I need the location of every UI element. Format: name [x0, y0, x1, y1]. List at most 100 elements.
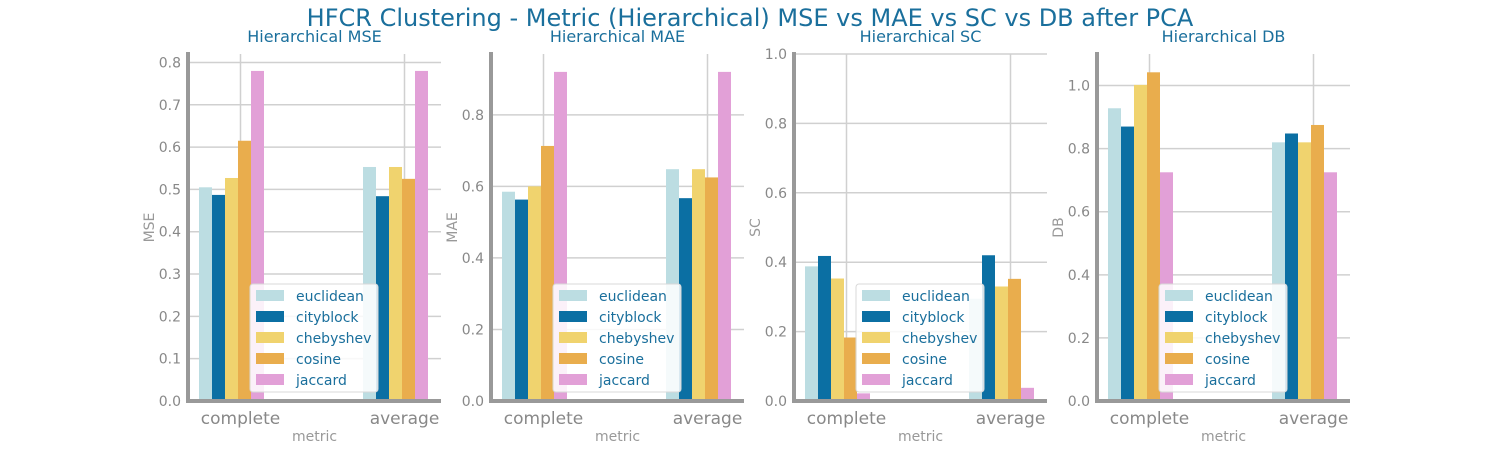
- legend-swatch-euclidean: [256, 290, 284, 301]
- legend-swatch-cityblock: [256, 311, 284, 322]
- bar-chebyshev-complete: [1134, 84, 1147, 401]
- x-axis-label: metric: [898, 429, 943, 445]
- bar-cityblock-complete: [1121, 126, 1134, 402]
- bar-euclidean-complete: [502, 191, 515, 401]
- y-tick-label: 0.2: [159, 309, 181, 325]
- legend-swatch-jaccard: [256, 374, 284, 385]
- legend-swatch-cosine: [256, 353, 284, 364]
- legend-swatch-jaccard: [862, 374, 890, 385]
- bar-cosine-average: [402, 178, 415, 401]
- legend-swatch-euclidean: [1165, 290, 1193, 301]
- legend-label-euclidean: euclidean: [296, 289, 364, 305]
- legend-label-cosine: cosine: [1205, 352, 1250, 368]
- bar-cosine-complete: [844, 337, 857, 401]
- bar-cityblock-complete: [515, 199, 528, 401]
- y-tick-label: 0.2: [462, 322, 484, 338]
- x-tick-label: average: [1279, 409, 1349, 429]
- legend-label-cityblock: cityblock: [296, 310, 359, 326]
- x-axis-label: metric: [292, 429, 337, 445]
- y-tick-label: 0.6: [765, 186, 787, 202]
- x-axis-label: metric: [595, 429, 640, 445]
- y-tick-label: 1.0: [1068, 79, 1090, 95]
- legend-label-jaccard: jaccard: [598, 373, 650, 389]
- legend-label-euclidean: euclidean: [599, 289, 667, 305]
- legend-label-chebyshev: chebyshev: [599, 331, 674, 347]
- x-tick-label: average: [976, 409, 1046, 429]
- bar-euclidean-complete: [805, 266, 818, 401]
- y-axis-label: MSE: [142, 213, 158, 243]
- legend-swatch-jaccard: [1165, 374, 1193, 385]
- legend-label-euclidean: euclidean: [902, 289, 970, 305]
- panel-title: Hierarchical MAE: [550, 27, 685, 46]
- y-axis-label: MAE: [445, 212, 461, 243]
- y-tick-label: 0.2: [1068, 331, 1090, 347]
- y-tick-label: 0.3: [159, 267, 181, 283]
- legend-swatch-chebyshev: [559, 332, 587, 343]
- legend-label-jaccard: jaccard: [295, 373, 347, 389]
- bar-chebyshev-average: [389, 166, 402, 401]
- legend-label-cosine: cosine: [296, 352, 341, 368]
- bar-cityblock-average: [376, 196, 389, 401]
- y-tick-label: 1.0: [765, 47, 787, 63]
- y-tick-label: 0.6: [1068, 205, 1090, 221]
- legend-label-cityblock: cityblock: [599, 310, 662, 326]
- y-tick-label: 0.7: [159, 98, 181, 114]
- legend-swatch-chebyshev: [1165, 332, 1193, 343]
- y-tick-label: 0.8: [462, 108, 484, 124]
- x-tick-label: complete: [807, 409, 886, 429]
- bar-cityblock-average: [1285, 133, 1298, 401]
- legend-swatch-chebyshev: [256, 332, 284, 343]
- y-tick-label: 0.1: [159, 352, 181, 368]
- bar-cityblock-average: [982, 255, 995, 401]
- x-tick-label: complete: [201, 409, 280, 429]
- y-tick-label: 0.8: [765, 116, 787, 132]
- legend-swatch-chebyshev: [862, 332, 890, 343]
- bar-jaccard-average: [415, 70, 428, 402]
- bar-euclidean-complete: [199, 187, 212, 401]
- legend-swatch-jaccard: [559, 374, 587, 385]
- y-tick-label: 0.4: [765, 255, 787, 271]
- bar-cosine-average: [1311, 124, 1324, 402]
- y-tick-label: 0.6: [159, 140, 181, 156]
- y-tick-label: 0.8: [1068, 142, 1090, 158]
- y-tick-label: 0.8: [159, 55, 181, 71]
- bar-chebyshev-complete: [225, 177, 238, 401]
- legend-label-chebyshev: chebyshev: [1205, 331, 1280, 347]
- y-tick-label: 0.0: [462, 394, 484, 410]
- x-tick-label: complete: [1110, 409, 1189, 429]
- legend-label-chebyshev: chebyshev: [296, 331, 371, 347]
- bar-cityblock-complete: [212, 194, 225, 401]
- legend-swatch-cityblock: [559, 311, 587, 322]
- y-tick-label: 0.5: [159, 182, 181, 198]
- bar-chebyshev-complete: [528, 186, 541, 401]
- panel-title: Hierarchical MSE: [247, 27, 382, 46]
- x-tick-label: complete: [504, 409, 583, 429]
- legend-swatch-cityblock: [862, 311, 890, 322]
- y-axis-label: DB: [1051, 217, 1067, 237]
- bar-euclidean-complete: [1108, 108, 1121, 401]
- legend-label-euclidean: euclidean: [1205, 289, 1273, 305]
- bar-cosine-complete: [1147, 72, 1160, 402]
- y-tick-label: 0.0: [1068, 394, 1090, 410]
- legend-swatch-euclidean: [559, 290, 587, 301]
- legend-label-cosine: cosine: [902, 352, 947, 368]
- figure-title: HFCR Clustering - Metric (Hierarchical) …: [306, 4, 1194, 32]
- y-tick-label: 0.4: [159, 225, 181, 241]
- bar-cosine-average: [705, 177, 718, 401]
- legend-swatch-cosine: [862, 353, 890, 364]
- panel-title: Hierarchical DB: [1162, 27, 1286, 46]
- bar-cosine-complete: [541, 145, 554, 401]
- legend-label-cityblock: cityblock: [1205, 310, 1268, 326]
- bar-cosine-average: [1008, 278, 1021, 401]
- legend-label-cityblock: cityblock: [902, 310, 965, 326]
- legend-label-cosine: cosine: [599, 352, 644, 368]
- y-tick-label: 0.4: [462, 251, 484, 267]
- y-tick-label: 0.4: [1068, 268, 1090, 284]
- bar-chebyshev-complete: [831, 278, 844, 401]
- bar-jaccard-complete: [857, 393, 870, 401]
- y-axis-label: SC: [748, 218, 764, 237]
- bar-jaccard-average: [1324, 172, 1337, 401]
- y-tick-label: 0.0: [159, 394, 181, 410]
